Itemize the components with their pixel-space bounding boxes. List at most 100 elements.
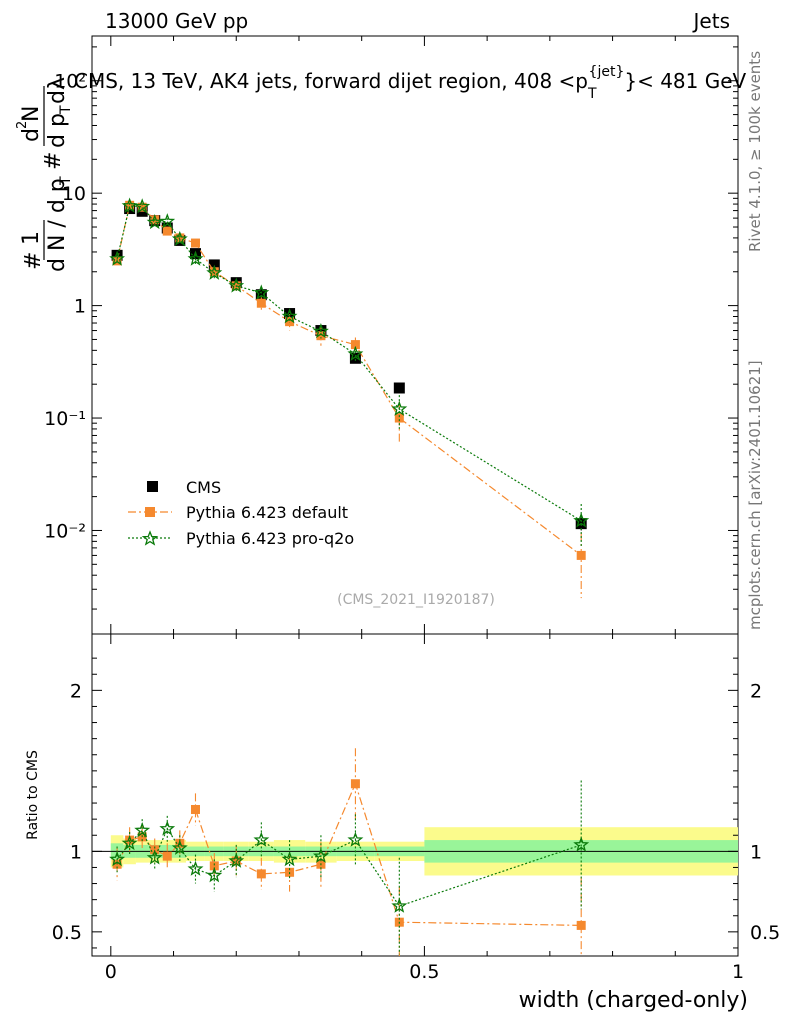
main-point-proq2o — [146, 214, 163, 230]
y-axis-label-ratio: Ratio to CMS — [25, 750, 41, 840]
legend-label-default: Pythia 6.423 default — [186, 503, 348, 522]
mcplots-label: mcplots.cern.ch [arXiv:2401.10621] — [746, 360, 764, 630]
legend-marker-proq2o — [141, 530, 159, 546]
ratio-panel: 0.5 0.5 1 1 2 2 — [52, 634, 780, 956]
y-tick-label: 10⁻² — [44, 520, 86, 542]
main-point-proq2o — [281, 308, 298, 324]
ratio-point-default — [256, 869, 266, 879]
main-point-default — [209, 267, 219, 277]
svg-text:1: 1 — [19, 231, 44, 245]
main-point-default — [285, 317, 295, 327]
ratio-point-proq2o — [146, 849, 163, 865]
svg-text:2: 2 — [15, 121, 30, 129]
main-point-cms — [284, 308, 296, 320]
ratio-point-proq2o — [159, 820, 176, 836]
header-right: Jets — [692, 9, 730, 33]
ratio-point-default — [190, 804, 200, 814]
legend: CMS Pythia 6.423 default Pythia 6.423 pr… — [128, 478, 354, 548]
ratio-point-default — [162, 851, 172, 861]
main-point-default — [175, 233, 185, 243]
ratio-point-proq2o — [228, 852, 245, 868]
x-tick-labels: 0 0.5 1 — [105, 961, 744, 983]
main-point-proq2o — [253, 284, 270, 300]
ratio-y-tick-label: 1 — [70, 841, 82, 863]
main-point-default — [350, 340, 360, 350]
legend-label-proq2o: Pythia 6.423 pro-q2o — [186, 529, 354, 548]
ratio-point-default — [209, 861, 219, 871]
ratio-point-proq2o — [391, 897, 408, 913]
main-point-default — [190, 238, 200, 248]
x-tick-label: 0 — [105, 961, 117, 983]
main-point-proq2o — [228, 277, 245, 293]
main-point-proq2o — [159, 213, 176, 229]
ratio-frame — [91, 633, 739, 957]
main-point-default — [316, 331, 326, 341]
ratio-y-tick-label: 2 — [70, 680, 82, 702]
ratio-point-proq2o — [312, 847, 329, 863]
analysis-watermark: (CMS_2021_I1920187) — [337, 592, 495, 608]
main-line-proq2o — [116, 205, 582, 522]
main-point-cms — [255, 289, 267, 301]
rivet-version-label: Rivet 4.1.0, ≥ 100k events — [746, 51, 764, 252]
main-point-proq2o — [187, 250, 204, 266]
ratio-y-tick-label-right: 2 — [750, 680, 762, 702]
ratio-point-proq2o — [206, 867, 223, 883]
ratio-point-proq2o — [347, 831, 364, 847]
main-point-default — [162, 226, 172, 236]
main-point-proq2o — [171, 230, 188, 246]
ratio-point-proq2o — [187, 860, 204, 876]
legend-marker-default — [145, 507, 155, 517]
svg-text:N: N — [19, 106, 44, 122]
svg-text:d: d — [19, 128, 44, 142]
ratio-y-tick-label-right: 0.5 — [750, 922, 780, 944]
svg-text:T: T — [58, 176, 74, 186]
main-point-proq2o — [134, 198, 151, 214]
y-tick-label: 10⁻¹ — [44, 408, 86, 430]
ratio-point-default — [576, 920, 586, 930]
main-point-default — [125, 200, 135, 210]
ratio-point-proq2o — [171, 839, 188, 855]
ratio-point-proq2o — [573, 836, 590, 852]
ratio-point-proq2o — [121, 834, 138, 851]
main-point-default — [394, 413, 404, 423]
x-tick-label: 0.5 — [409, 961, 439, 983]
main-point-proq2o — [121, 197, 138, 213]
main-point-proq2o — [109, 250, 126, 266]
y-tick-label: 10² — [54, 71, 86, 93]
y-tick-label: 1 — [74, 296, 86, 318]
ratio-y-tick-label: 0.5 — [52, 922, 82, 944]
y-tick-label: 10 — [62, 183, 86, 205]
ratio-line-default — [116, 781, 582, 926]
svg-text:dλ: dλ — [45, 77, 70, 104]
svg-text:#: # — [41, 152, 66, 170]
plot-title: CMS, 13 TeV, AK4 jets, forward dijet reg… — [74, 64, 747, 102]
header-left: 13000 GeV pp — [105, 9, 248, 33]
x-axis-label: width (charged-only) — [519, 988, 748, 1013]
ratio-point-proq2o — [134, 822, 151, 838]
main-point-proq2o — [573, 512, 590, 528]
main-point-cms — [393, 382, 405, 394]
main-point-proq2o — [347, 345, 364, 361]
main-point-proq2o — [206, 264, 223, 280]
y-axis-label-main: # 1 d N / d p T # d 2 N d p T dλ — [15, 77, 74, 272]
main-point-cms — [349, 352, 361, 364]
ratio-point-proq2o — [281, 851, 298, 867]
legend-marker-cms — [147, 481, 158, 492]
main-point-default — [576, 550, 586, 560]
main-point-proq2o — [391, 400, 408, 416]
svg-text:#: # — [21, 252, 46, 270]
main-panel: 10⁻² 10⁻¹ 1 10 10² — [44, 36, 739, 634]
svg-text:d p: d p — [45, 113, 70, 148]
svg-text:d N / d p: d N / d p — [45, 178, 70, 272]
main-point-default — [137, 202, 147, 212]
ratio-point-default — [350, 779, 360, 789]
main-point-default — [256, 298, 266, 308]
ratio-y-tick-label-right: 1 — [750, 841, 762, 863]
ratio-point-proq2o — [109, 851, 126, 867]
x-tick-label: 1 — [732, 961, 744, 983]
ratio-point-proq2o — [253, 831, 270, 847]
main-point-proq2o — [312, 323, 329, 339]
legend-label-cms: CMS — [186, 478, 221, 497]
svg-text:T: T — [58, 105, 74, 115]
